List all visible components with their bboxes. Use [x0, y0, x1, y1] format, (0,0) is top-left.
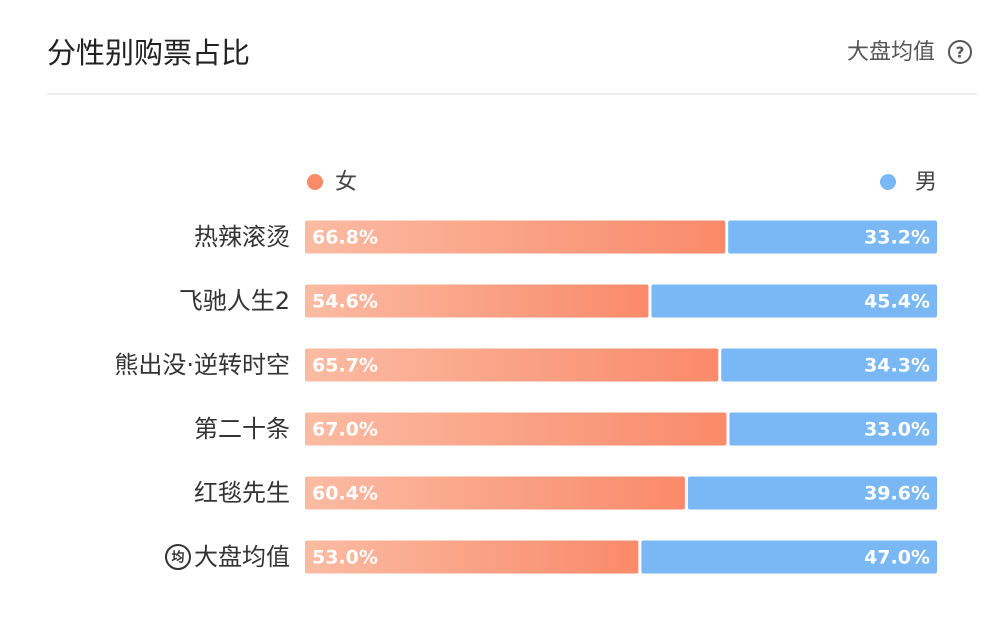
- category-label: 第二十条: [194, 415, 290, 443]
- value-label: 53.0%: [312, 547, 378, 569]
- category-label: 熊出没·逆转时空: [114, 351, 290, 379]
- legend-swatch: [307, 174, 323, 190]
- legend-label: 男: [915, 170, 937, 195]
- bar-segment: [641, 540, 937, 574]
- value-label: 65.7%: [312, 355, 378, 377]
- svg-text:?: ?: [956, 44, 965, 62]
- value-label: 54.6%: [312, 291, 378, 313]
- benchmark-link[interactable]: 大盘均值: [847, 40, 935, 65]
- category-label: 红毯先生: [194, 479, 290, 507]
- bar-segment: [305, 220, 726, 254]
- value-label: 34.3%: [864, 355, 930, 377]
- bar-segment: [305, 540, 639, 574]
- benchmark-badge: [165, 544, 191, 570]
- bar-segment: [651, 284, 937, 318]
- category-label: 飞驰人生2: [179, 287, 290, 315]
- value-label: 33.0%: [864, 419, 930, 441]
- bar-segment: [728, 220, 937, 254]
- bar-segment: [305, 348, 719, 382]
- bar-segment: [305, 476, 685, 510]
- bar-segment: [305, 284, 649, 318]
- value-label: 67.0%: [312, 419, 378, 441]
- category-label: 热辣滚烫: [194, 223, 290, 251]
- legend-label: 女: [335, 170, 357, 195]
- bar-segment: [721, 348, 937, 382]
- bar-segment: [305, 412, 727, 446]
- value-label: 39.6%: [864, 483, 930, 505]
- value-label: 47.0%: [864, 547, 930, 569]
- value-label: 60.4%: [312, 483, 378, 505]
- chart-title: 分性别购票占比: [47, 36, 250, 70]
- value-label: 66.8%: [312, 227, 378, 249]
- legend-swatch: [880, 174, 896, 190]
- bar-segment: [687, 476, 937, 510]
- category-label: 大盘均值: [194, 543, 290, 571]
- value-label: 33.2%: [864, 227, 930, 249]
- bar-segment: [729, 412, 937, 446]
- value-label: 45.4%: [864, 291, 930, 313]
- benchmark-badge-text: 均: [171, 550, 184, 566]
- help-icon[interactable]: ?: [948, 40, 972, 64]
